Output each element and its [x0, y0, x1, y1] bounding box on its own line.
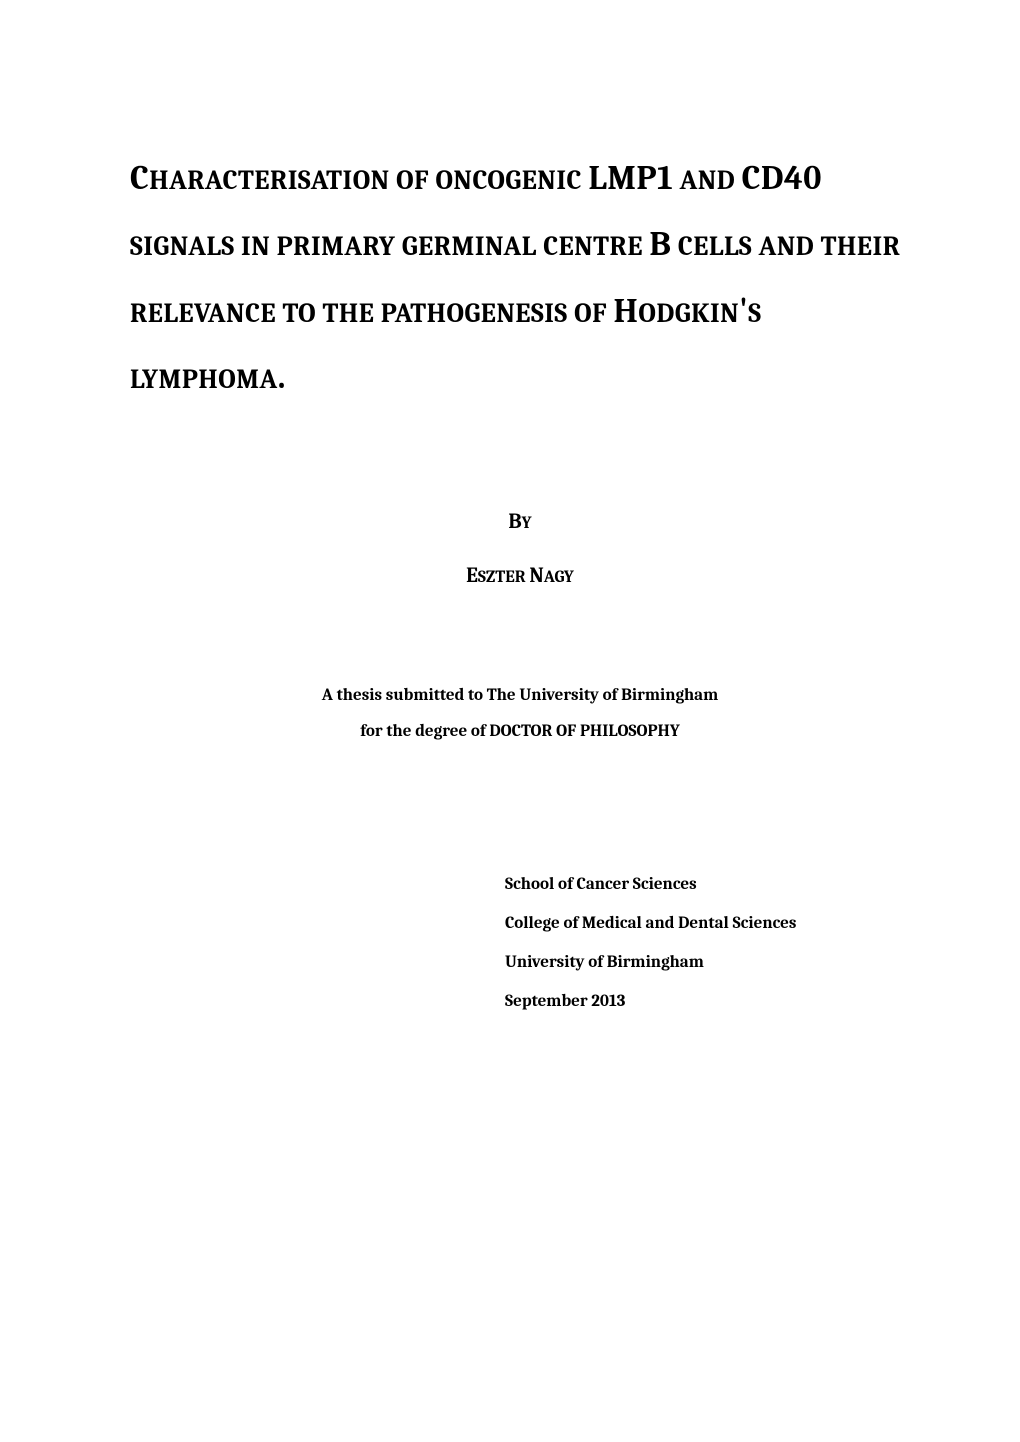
author-text: ESZTER NAGY — [466, 568, 574, 586]
university: University of Birmingham — [505, 943, 910, 982]
submission-statement: A thesis submitted to The University of … — [130, 678, 910, 749]
college: College of Medical and Dental Sciences — [505, 904, 910, 943]
date: September 2013 — [505, 982, 910, 1021]
submission-line-2: for the degree of DOCTOR OF PHILOSOPHY — [130, 714, 910, 750]
school: School of Cancer Sciences — [505, 865, 910, 904]
affiliation: School of Cancer Sciences College of Med… — [505, 865, 910, 1021]
by-line: BY — [130, 510, 910, 534]
thesis-title: CHARACTERISATION OF ONCOGENIC LMP1 AND C… — [130, 145, 910, 410]
title-text: CHARACTERISATION OF ONCOGENIC LMP1 AND C… — [130, 175, 900, 392]
by-text: BY — [508, 514, 531, 532]
submission-line-1: A thesis submitted to The University of … — [130, 678, 910, 714]
author-name: ESZTER NAGY — [130, 564, 910, 588]
